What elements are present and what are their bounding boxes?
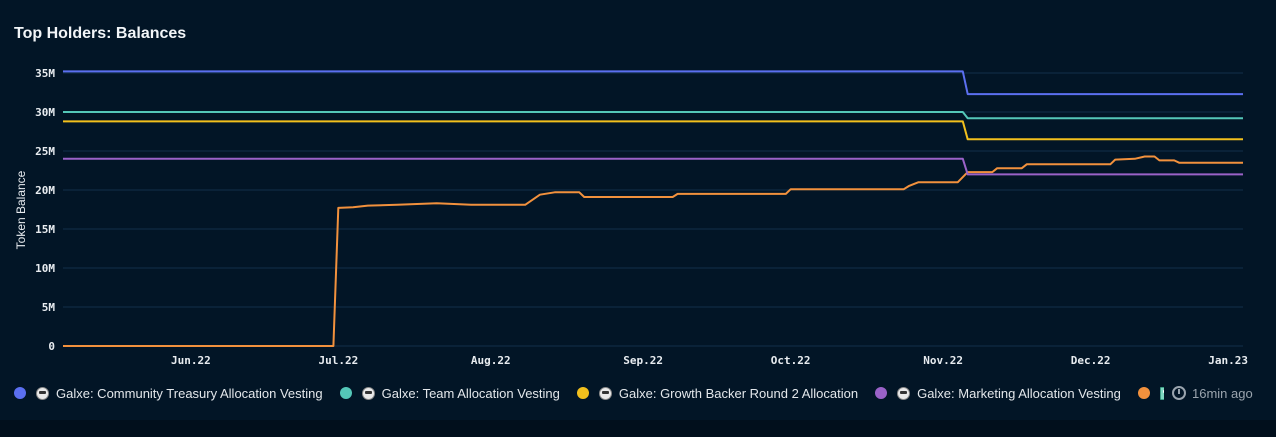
y-tick-label: 35M [35,67,55,80]
chart-title: Top Holders: Balances [14,25,187,42]
x-tick-label: Dec.22 [1071,354,1111,367]
y-tick-label: 15M [35,223,55,236]
legend-color-dot [1137,387,1150,399]
legend-item[interactable]: Galxe: Community Treasury Allocation Ves… [14,383,323,403]
x-axis-ticks: Jun.22 Jul.22 Aug.22 Sep.22 Oct.22 Nov.22 Dec.… [171,354,1248,367]
legend-color-dot [14,387,26,399]
galxe-logo-icon [361,386,375,400]
series-line [63,111,1243,120]
galxe-logo-icon [897,386,911,400]
footer-strip [0,420,1276,437]
legend-color-dot [339,387,352,399]
x-tick-label: Jan.23 [1208,354,1248,367]
line-chart: 0 5M 10M 15M 20M 25M 30M 35M Jun.22 Jul.22 Aug.22… [14,67,1248,367]
series-line [63,70,1243,96]
x-tick-label: Nov.22 [923,354,963,367]
galxe-logo-icon [598,386,612,400]
legend-label: Galxe: Marketing Allocation Vesting [917,385,1121,401]
legend-label: Galxe: Team Allocation Vesting [381,385,560,401]
y-tick-label: 25M [35,145,55,158]
legend-item[interactable]: Galxe: Growth Backer Round 2 Allocation [576,383,859,403]
exchange-logo-icon [1159,386,1164,400]
x-tick-label: Jul.22 [318,354,358,367]
x-tick-label: Jun.22 [171,354,211,367]
series-line [63,120,1243,141]
grid-lines [63,72,1243,347]
y-tick-label: 10M [35,262,55,275]
y-axis-ticks: 0 5M 10M 15M 20M 25M 30M 35M [35,67,55,353]
y-tick-label: 30M [35,106,55,119]
y-tick-label: 20M [35,184,55,197]
legend-item[interactable]: Galxe: Team Allocation Vesting [339,383,560,403]
legend-item[interactable]: Bi [1137,383,1164,403]
legend-label: Galxe: Community Treasury Allocation Ves… [56,385,323,401]
series-line [63,155,1243,347]
x-tick-label: Oct.22 [771,354,811,367]
series-lines [63,70,1243,347]
series-line [63,157,1243,176]
refresh-clock-icon [1172,386,1186,400]
y-tick-label: 5M [42,301,56,314]
legend-color-dot [875,387,888,399]
x-tick-label: Sep.22 [623,354,663,367]
y-axis-label: Token Balance [14,170,28,249]
legend-label: Galxe: Growth Backer Round 2 Allocation [618,385,859,401]
x-tick-label: Aug.22 [471,354,511,367]
last-updated: 16min ago [1172,383,1253,403]
last-updated-text: 16min ago [1192,385,1253,401]
y-tick-label: 0 [48,340,55,353]
galxe-logo-icon [36,386,49,400]
legend-item[interactable]: Galxe: Marketing Allocation Vesting [875,383,1121,403]
legend-color-dot [576,387,589,399]
chart-panel [0,0,1276,420]
legend: Galxe: Community Treasury Allocation Ves… [14,383,1164,403]
